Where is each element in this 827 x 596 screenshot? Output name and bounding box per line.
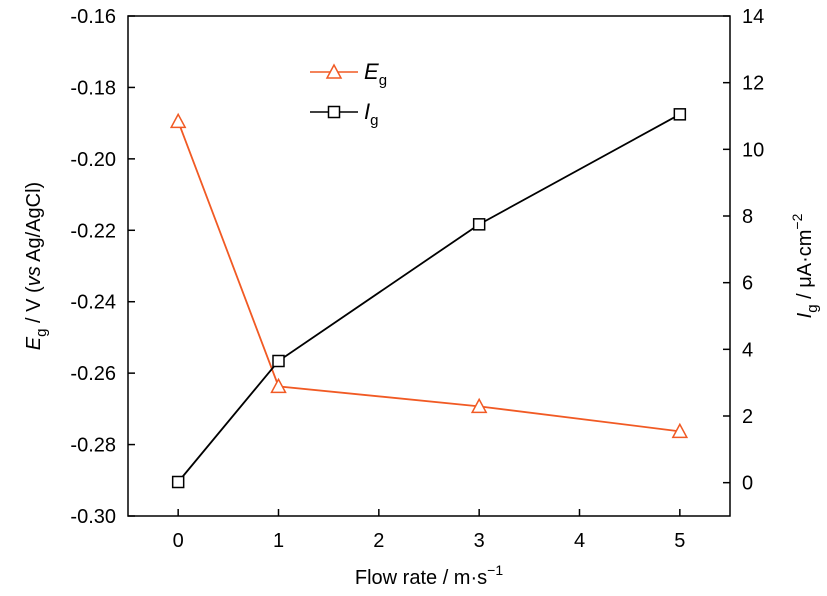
legend: Eg Ig [310, 59, 387, 129]
x-tick-label: 1 [273, 530, 284, 552]
x-axis-title: Flow rate / m·s−1 [355, 562, 503, 589]
legend-marker-eg [325, 63, 343, 79]
right-y-axis-ticks: 0 2 4 6 8 10 12 14 [723, 6, 764, 495]
data-point-triangle [169, 112, 187, 129]
x-tick-label: 0 [173, 530, 184, 552]
data-point-triangle [671, 422, 689, 439]
left-y-tick-label: -0.28 [70, 435, 116, 457]
data-point-triangle [470, 397, 488, 414]
right-y-tick-label: 2 [742, 406, 753, 428]
x-tick-label: 4 [574, 530, 585, 552]
data-point-square [673, 108, 687, 121]
right-y-tick-label: 12 [742, 73, 764, 95]
data-point-square [472, 218, 486, 231]
right-y-tick-label: 6 [742, 273, 753, 295]
legend-marker-ig [327, 105, 341, 119]
left-y-tick-label: -0.18 [70, 77, 116, 99]
series-line-1 [177, 113, 681, 483]
plot-frame [127, 15, 731, 517]
right-y-tick-label: 10 [742, 139, 764, 161]
legend-label-ig: Ig [364, 99, 378, 129]
left-y-axis-ticks: -0.16 -0.18 -0.20 -0.22 -0.24 -0.26 -0.28 -0.30 [70, 6, 135, 528]
left-y-tick-label: -0.20 [70, 149, 116, 171]
x-axis-ticks: 0 1 2 3 4 5 [173, 509, 685, 552]
x-tick-label: 3 [474, 530, 485, 552]
series-layer [169, 108, 689, 489]
left-y-axis-title: Eg / V (vs Ag/AgCl) [23, 182, 50, 350]
x-tick-label: 5 [674, 530, 685, 552]
left-y-tick-label: -0.22 [70, 220, 116, 242]
right-y-tick-label: 14 [742, 6, 764, 28]
right-y-tick-label: 0 [742, 473, 753, 495]
right-y-tick-label: 8 [742, 206, 753, 228]
left-y-tick-label: -0.30 [70, 506, 116, 528]
x-tick-label: 2 [373, 530, 384, 552]
series-line-0 [177, 121, 680, 433]
right-y-axis-title: Ig / μA·cm−2 [789, 213, 821, 318]
left-y-tick-label: -0.16 [70, 6, 116, 28]
left-y-tick-label: -0.26 [70, 363, 116, 385]
left-y-tick-label: -0.24 [70, 292, 116, 314]
data-point-square [171, 475, 185, 489]
legend-label-eg: Eg [364, 59, 387, 89]
data-point-square [272, 354, 285, 368]
right-y-tick-label: 4 [742, 339, 753, 361]
data-point-triangle [270, 377, 287, 394]
